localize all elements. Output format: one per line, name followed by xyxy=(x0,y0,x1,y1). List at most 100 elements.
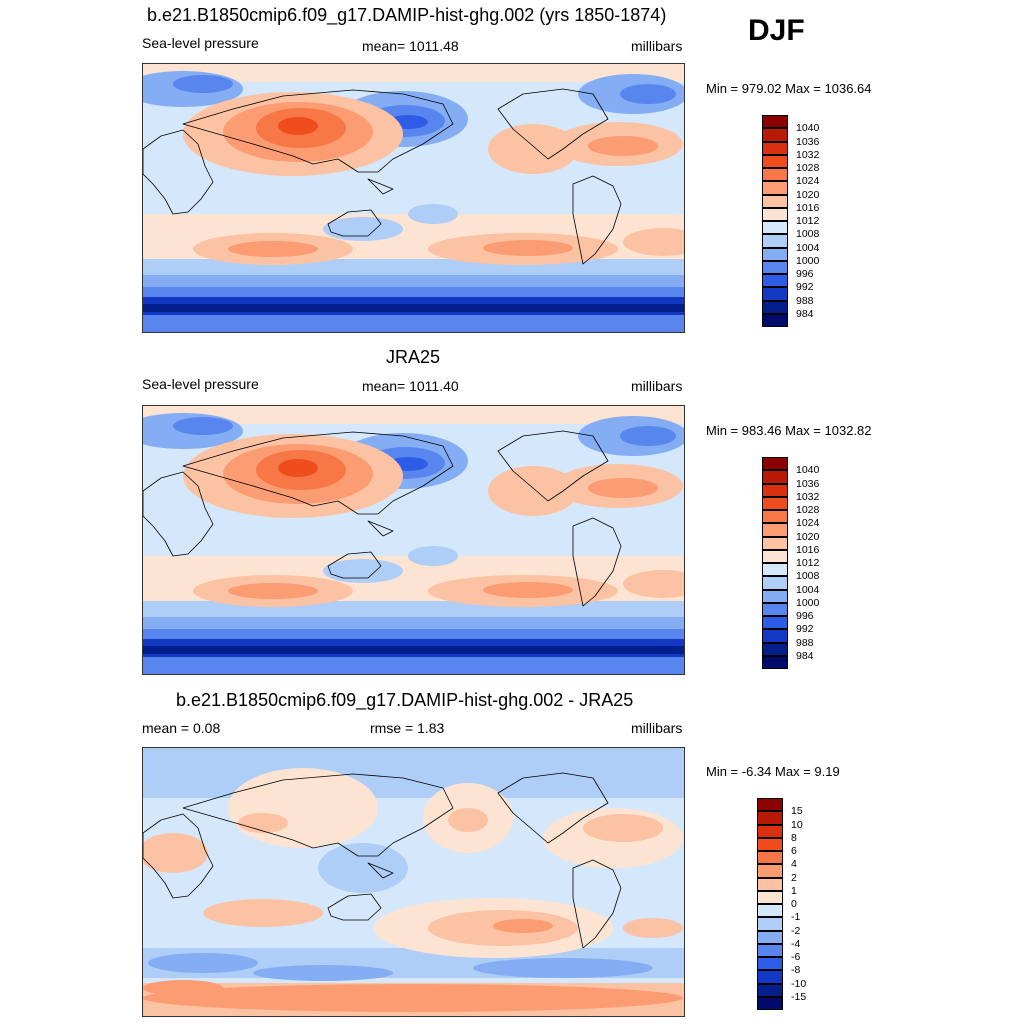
colorbar-swatch xyxy=(757,837,783,851)
pressure-cell xyxy=(620,426,676,446)
colorbar-label: 1004 xyxy=(796,241,820,254)
colorbar-swatch xyxy=(757,957,783,971)
colorbar-swatch xyxy=(762,247,788,261)
colorbar-label: 1028 xyxy=(796,504,820,516)
panel-3-rmse: rmse = 1.83 xyxy=(370,720,445,736)
coastline xyxy=(367,178,394,195)
colorbar-label: -1 xyxy=(791,911,801,924)
pressure-cell xyxy=(588,478,658,498)
colorbar-label: -8 xyxy=(791,964,801,977)
coastline xyxy=(367,520,394,537)
coastline xyxy=(497,430,609,502)
pressure-band xyxy=(143,646,684,654)
pressure-cell xyxy=(143,980,223,996)
colorbar-swatch xyxy=(762,602,788,616)
coastline xyxy=(143,129,214,215)
colorbar-swatch xyxy=(762,510,788,524)
colorbar-label: -2 xyxy=(791,924,801,937)
pressure-cell xyxy=(488,124,578,174)
panel-3-title: b.e21.B1850cmip6.f09_g17.DAMIP-hist-ghg.… xyxy=(176,690,634,710)
colorbar-label: 1016 xyxy=(796,201,820,214)
pressure-cell xyxy=(228,241,318,257)
pressure-cell xyxy=(173,417,233,435)
colorbar-label: 992 xyxy=(796,623,814,636)
panel-2-center-label: mean= 1011.40 xyxy=(362,378,459,394)
coastline xyxy=(327,551,382,579)
colorbar-swatch xyxy=(762,181,788,195)
pressure-cell xyxy=(583,814,663,842)
colorbar-swatch xyxy=(757,890,783,904)
colorbar-swatch xyxy=(757,917,783,931)
pressure-cell xyxy=(493,919,553,933)
colorbar-swatch xyxy=(762,655,788,669)
colorbar-swatch xyxy=(762,141,788,155)
colorbar-label: 1020 xyxy=(796,530,820,543)
colorbar-swatch xyxy=(762,234,788,248)
colorbar-swatch xyxy=(762,194,788,208)
colorbar-label: 1008 xyxy=(796,570,820,583)
colorbar-swatch xyxy=(757,970,783,984)
panel-3-units: millibars xyxy=(631,720,683,736)
colorbar-swatch xyxy=(762,549,788,563)
colorbar-label: 1032 xyxy=(796,148,820,161)
pressure-cell xyxy=(588,136,658,156)
colorbar-swatch xyxy=(762,576,788,590)
pressure-cell xyxy=(483,240,573,256)
colorbar-swatch xyxy=(757,983,783,997)
colorbar-label: 1028 xyxy=(796,162,820,174)
colorbar-swatch xyxy=(762,154,788,168)
colorbar-swatch xyxy=(757,904,783,918)
colorbar-label: 996 xyxy=(796,610,814,622)
colorbar-label: 1024 xyxy=(796,517,820,530)
pressure-band xyxy=(143,657,684,674)
colorbar-swatch xyxy=(757,811,783,825)
coastline xyxy=(572,859,622,949)
panel-1-units: millibars xyxy=(631,38,683,54)
pressure-cell xyxy=(278,459,318,477)
colorbar-label: 1012 xyxy=(796,557,820,569)
colorbar-label: 1 xyxy=(791,884,797,897)
colorbar-label: 996 xyxy=(796,268,814,280)
colorbar-label: -6 xyxy=(791,951,801,963)
colorbar-swatch xyxy=(762,536,788,550)
colorbar-swatch xyxy=(762,642,788,656)
pressure-cell xyxy=(278,117,318,135)
colorbar-label: 988 xyxy=(796,636,814,649)
colorbar-label: 8 xyxy=(791,831,797,844)
colorbar-swatch xyxy=(762,128,788,142)
colorbar-label: 1000 xyxy=(796,254,820,267)
pressure-cell xyxy=(408,546,458,566)
pressure-cell xyxy=(228,583,318,599)
colorbar-swatch xyxy=(762,207,788,221)
coastline xyxy=(327,893,382,921)
coastline xyxy=(182,89,454,173)
pressure-cell xyxy=(408,204,458,224)
colorbar-swatch xyxy=(762,589,788,603)
pressure-cell xyxy=(238,813,288,833)
colorbar-label: 0 xyxy=(791,898,797,910)
pressure-band xyxy=(143,315,684,332)
colorbar-swatch xyxy=(762,470,788,484)
pressure-band xyxy=(143,617,684,629)
pressure-cell xyxy=(620,84,676,104)
pressure-cell xyxy=(148,953,258,973)
colorbar-label: 992 xyxy=(796,281,814,294)
colorbar-label: 1032 xyxy=(796,490,820,503)
panel-1-minmax: Min = 979.02 Max = 1036.64 xyxy=(706,81,872,96)
coastline xyxy=(182,773,454,857)
colorbar-swatch xyxy=(757,930,783,944)
colorbar-label: 1040 xyxy=(796,464,820,477)
coastline xyxy=(572,517,622,607)
pressure-cell xyxy=(623,570,684,598)
colorbar-label: 1016 xyxy=(796,543,820,556)
panel-2-map xyxy=(142,405,685,675)
colorbar-label: 1036 xyxy=(796,135,820,148)
pressure-cell xyxy=(173,75,233,93)
colorbar-swatch xyxy=(762,313,788,327)
panel-2-title: JRA25 xyxy=(386,347,441,367)
colorbar-swatch xyxy=(757,996,783,1010)
colorbar-swatch xyxy=(762,523,788,537)
pressure-band xyxy=(143,304,684,312)
colorbar-label: 1000 xyxy=(796,596,820,609)
panel-1-center-label: mean= 1011.48 xyxy=(362,38,459,54)
